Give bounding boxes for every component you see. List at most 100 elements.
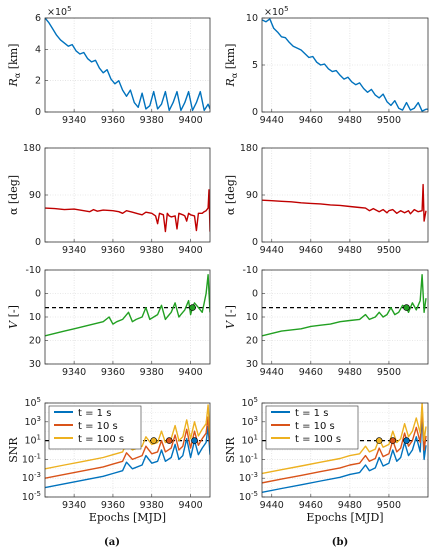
y-tick-exponent: 5 — [37, 396, 41, 404]
y-tick-label: 101 — [24, 434, 41, 447]
panel-a-magnitude: 9340 9360 9380 9400 -10 0 10 20 30 V [-] — [7, 265, 211, 378]
series-group — [262, 274, 427, 337]
y-tick-label: 2 — [35, 76, 41, 87]
legend: t = 1 s t = 10 s t = 100 s — [48, 405, 142, 450]
y-tick-label: 0 — [35, 289, 41, 300]
y-tick-label: 0 — [35, 237, 41, 248]
y-tick-exponent: 1 — [254, 434, 258, 442]
x-tick-label: 9340 — [62, 367, 86, 378]
y-tick-label: 10 — [246, 13, 258, 24]
x-tick-label: 9460 — [299, 367, 323, 378]
legend-label-2: t = 10 s — [78, 421, 118, 432]
y-tick-exponent: 5 — [254, 396, 258, 404]
y-exponent-power: 5 — [67, 5, 71, 13]
y-axis-label-main: V — [224, 320, 237, 329]
y-exponent-label: ×105 — [47, 5, 72, 18]
y-tick-label: 0 — [35, 107, 41, 118]
y-tick-label: 10-5 — [22, 490, 41, 503]
series-line-3 — [45, 404, 210, 470]
y-tick-label: -10 — [25, 265, 41, 276]
x-tick-label: 9360 — [101, 367, 125, 378]
y-tick-base: 10 — [239, 454, 251, 465]
legend-box — [48, 405, 142, 450]
panel-b-magnitude: 9440 9460 9480 9500 -10 0 10 20 30 V [-] — [224, 265, 429, 378]
y-exponent-label: ×105 — [264, 5, 289, 18]
x-axis-label: Epochs [MJD] — [89, 511, 166, 524]
x-tick-label: 9400 — [178, 367, 202, 378]
series-group — [262, 183, 427, 222]
series-line-1 — [262, 183, 427, 222]
axes-box — [44, 269, 211, 365]
series-line-1 — [262, 18, 428, 112]
y-tick-label: 0 — [252, 107, 258, 118]
y-tick-label: 103 — [241, 415, 258, 428]
x-tick-label: 9400 — [178, 245, 202, 256]
x-tick-label: 9500 — [377, 367, 401, 378]
y-tick-base: 10 — [24, 436, 36, 447]
y-axis-label: SNR — [7, 437, 20, 463]
y-exponent-power: 5 — [284, 5, 288, 13]
axes-box — [261, 147, 429, 243]
legend-box — [265, 405, 359, 450]
detection-marker-1 — [403, 437, 410, 444]
y-tick-base: 10 — [22, 473, 34, 484]
y-tick-exponent: 3 — [37, 415, 41, 423]
y-tick-label: 20 — [246, 336, 258, 347]
y-tick-label: 10 — [246, 312, 258, 323]
legend-label-3: t = 100 s — [295, 434, 341, 445]
y-tick-exponent: -5 — [34, 490, 41, 498]
y-axis-label-subscript: α — [13, 72, 22, 78]
y-tick-label: 20 — [29, 336, 41, 347]
series-line-2 — [262, 406, 427, 484]
series-line-1 — [45, 189, 210, 233]
y-tick-label: 10-1 — [239, 452, 258, 465]
y-axis-label: V [-] — [7, 305, 20, 329]
y-exponent-base: ×10 — [264, 7, 284, 18]
y-tick-label: 101 — [241, 434, 258, 447]
y-tick-label: 105 — [24, 396, 41, 409]
x-tick-label: 9440 — [260, 367, 284, 378]
x-tick-label: 9500 — [377, 500, 401, 511]
y-tick-label: -10 — [242, 265, 258, 276]
x-tick-label: 9480 — [338, 115, 362, 126]
y-tick-label: 5 — [252, 60, 258, 71]
x-tick-label: 9500 — [377, 245, 401, 256]
axes-box — [44, 402, 211, 498]
detection-marker-3 — [150, 437, 158, 444]
x-tick-label: 9340 — [62, 500, 86, 511]
y-tick-label: 105 — [241, 396, 258, 409]
series-line-1 — [262, 413, 427, 493]
y-axis-label-main: V — [7, 320, 20, 329]
x-tick-label: 9460 — [299, 115, 323, 126]
y-tick-base: 10 — [239, 492, 251, 503]
panel-b-alpha: 9440 9460 9480 9500 0 90 180 α [deg] — [224, 143, 429, 256]
x-tick-label: 9340 — [62, 115, 86, 126]
y-tick-label: 180 — [240, 143, 258, 154]
x-tick-label: 9400 — [178, 115, 202, 126]
x-tick-label: 9360 — [101, 245, 125, 256]
series-group — [45, 274, 210, 337]
y-tick-label: 30 — [246, 359, 258, 370]
y-tick-base: 10 — [241, 436, 253, 447]
y-exponent-base: ×10 — [47, 7, 67, 18]
y-tick-label: 10-5 — [239, 490, 258, 503]
y-axis-label-main: R — [7, 78, 20, 87]
detection-marker-1 — [191, 437, 198, 444]
x-tick-label: 9480 — [338, 500, 362, 511]
series-line-3 — [262, 403, 427, 475]
y-axis-label: α [deg] — [224, 175, 237, 215]
x-tick-label: 9460 — [299, 245, 323, 256]
y-tick-label: 10-1 — [22, 452, 41, 465]
legend-label-1: t = 1 s — [295, 408, 328, 419]
y-tick-label: 6 — [35, 13, 41, 24]
y-tick-exponent: -5 — [251, 490, 258, 498]
legend-label-1: t = 1 s — [78, 408, 111, 419]
panel-a-range: 9340 9360 9380 9400 0 2 4 6 Rα [km] ×105 — [7, 5, 211, 126]
y-tick-exponent: -1 — [34, 452, 41, 460]
legend: t = 1 s t = 10 s t = 100 s — [265, 405, 359, 450]
y-tick-label: 0 — [252, 237, 258, 248]
y-tick-exponent: -3 — [251, 471, 258, 479]
y-tick-label: 0 — [252, 289, 258, 300]
y-tick-label: 10 — [29, 312, 41, 323]
